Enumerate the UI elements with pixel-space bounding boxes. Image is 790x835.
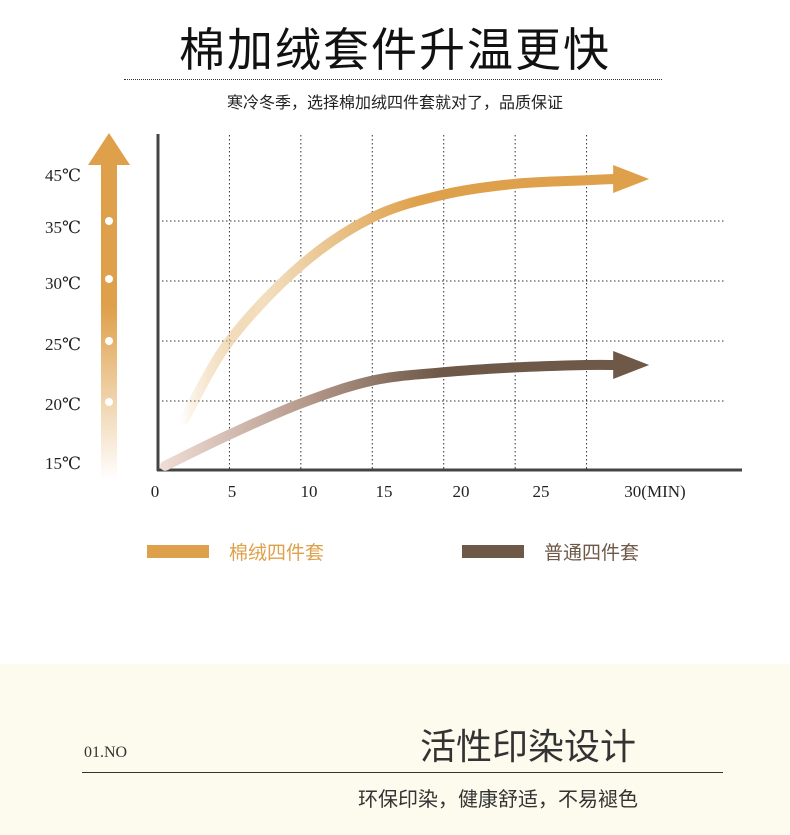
- tick-labels: 0 5 10 15 20 25 30(MIN) 15℃ 20℃ 25℃ 30℃ 35℃ 45℃: [45, 166, 686, 500]
- temperature-arrow: [88, 133, 130, 480]
- page-title: 棉加绒套件升温更快: [179, 23, 611, 77]
- y-tick-label: 25℃: [45, 335, 81, 354]
- x-tick-label: 15: [376, 482, 393, 500]
- title-divider: [124, 79, 662, 80]
- legend-item-regular: 普通四件套: [462, 538, 639, 564]
- series-line: [178, 174, 621, 426]
- y-tick-label: 45℃: [45, 166, 81, 185]
- temperature-chart: 0 5 10 15 20 25 30(MIN) 15℃ 20℃ 25℃ 30℃ 35℃ 45℃: [45, 133, 742, 500]
- x-tick-label: 0: [151, 482, 160, 500]
- arrow-dot: [105, 217, 113, 225]
- arrow-head: [88, 133, 130, 165]
- x-tick-label: 30(MIN): [624, 482, 685, 500]
- section-number: 01.NO: [84, 744, 128, 761]
- legend-swatch: [147, 544, 209, 558]
- legend-item-cotton: 棉绒四件套: [147, 538, 324, 564]
- axes: [156, 134, 742, 472]
- y-tick-label: 35℃: [45, 218, 81, 237]
- x-tick-label: 10: [301, 482, 318, 500]
- legend-label: 棉绒四件套: [229, 541, 325, 564]
- y-tick-label: 15℃: [45, 454, 81, 473]
- x-tick-label: 25: [533, 482, 550, 500]
- y-tick-label: 20℃: [45, 395, 81, 414]
- page-subtitle: 寒冷冬季，选择棉加绒四件套就对了，品质保证: [226, 93, 563, 112]
- arrow-dot: [105, 337, 113, 345]
- x-tick-label: 20: [453, 482, 470, 500]
- x-tick-label: 5: [228, 482, 237, 500]
- section-subtitle: 环保印染，健康舒适，不易褪色: [358, 787, 638, 811]
- section-band: [0, 664, 790, 835]
- legend-label: 普通四件套: [544, 541, 640, 564]
- section-title: 活性印染设计: [420, 727, 637, 768]
- series-arrowhead: [613, 165, 650, 193]
- arrow-dot: [105, 275, 113, 283]
- arrow-dot: [105, 398, 113, 406]
- arrow-shaft: [101, 165, 117, 480]
- legend-swatch: [462, 544, 524, 558]
- series-arrowhead: [613, 351, 650, 379]
- series-line: [160, 359, 621, 471]
- y-tick-label: 30℃: [45, 274, 81, 293]
- section-divider: [82, 772, 723, 773]
- series-group: [160, 165, 650, 471]
- grid: [158, 135, 725, 470]
